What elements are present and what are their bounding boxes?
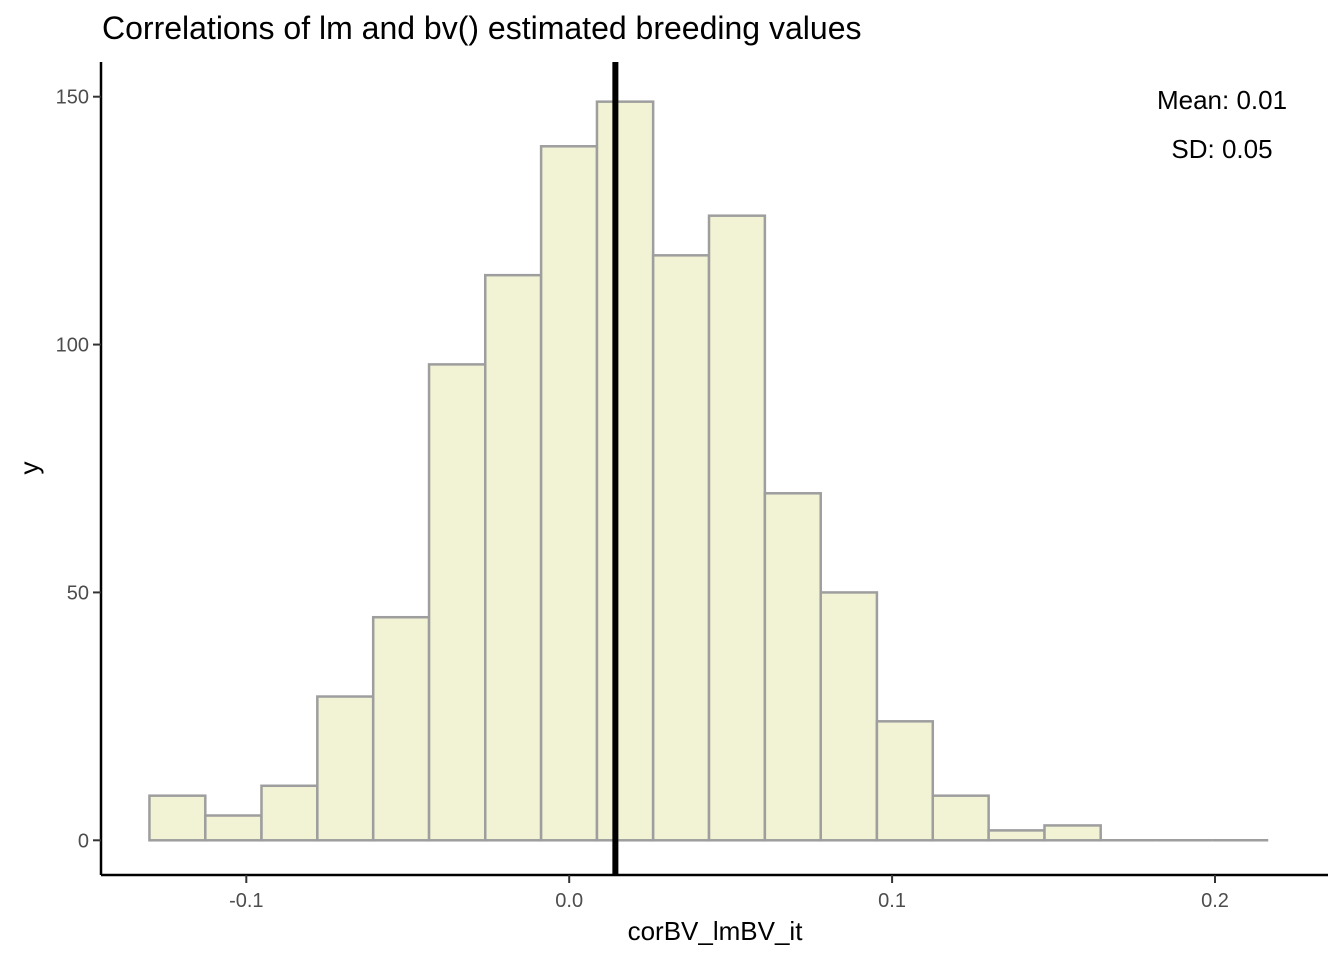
- sd-annotation: SD: 0.05: [1171, 134, 1272, 164]
- histogram-bar-0: [148, 794, 207, 842]
- histogram-bar-7: [539, 145, 599, 842]
- x-tick-label: -0.1: [229, 890, 263, 912]
- mean-annotation: Mean: 0.01: [1157, 85, 1287, 115]
- histogram-bar-12: [819, 591, 879, 842]
- histogram-bar-6: [483, 273, 543, 842]
- y-tick-label: 0: [78, 830, 89, 852]
- x-tick-label: 0.0: [555, 890, 583, 912]
- histogram-bar-2: [260, 784, 319, 842]
- histogram-bar-1: [204, 814, 263, 842]
- histogram-bar-15: [987, 829, 1046, 842]
- histogram-bars: [148, 100, 1269, 842]
- histogram-bar-10: [707, 214, 767, 842]
- histogram-bar-9: [651, 254, 711, 842]
- y-axis-ticks: 0 50 100 150: [56, 87, 101, 852]
- histogram-bar-8: [595, 100, 655, 842]
- chart-title: Correlations of lm and bv() estimated br…: [102, 10, 861, 46]
- y-tick-label: 150: [56, 87, 89, 109]
- y-tick-label: 100: [56, 335, 89, 357]
- x-axis-label: corBV_lmBV_it: [628, 916, 804, 946]
- histogram-bar-4: [371, 615, 431, 842]
- histogram-bar-3: [316, 695, 375, 842]
- y-axis-label: y: [14, 462, 44, 475]
- x-axis-ticks: -0.1 0.0 0.1 0.2: [229, 875, 1229, 912]
- x-tick-label: 0.2: [1201, 890, 1229, 912]
- histogram-bar-5: [427, 363, 487, 842]
- histogram-bar-16: [1043, 824, 1102, 842]
- histogram-bar-14: [931, 794, 990, 842]
- histogram-bar-13: [875, 720, 935, 842]
- y-tick-label: 50: [67, 582, 89, 604]
- histogram-bar-11: [763, 492, 822, 842]
- x-tick-label: 0.1: [878, 890, 906, 912]
